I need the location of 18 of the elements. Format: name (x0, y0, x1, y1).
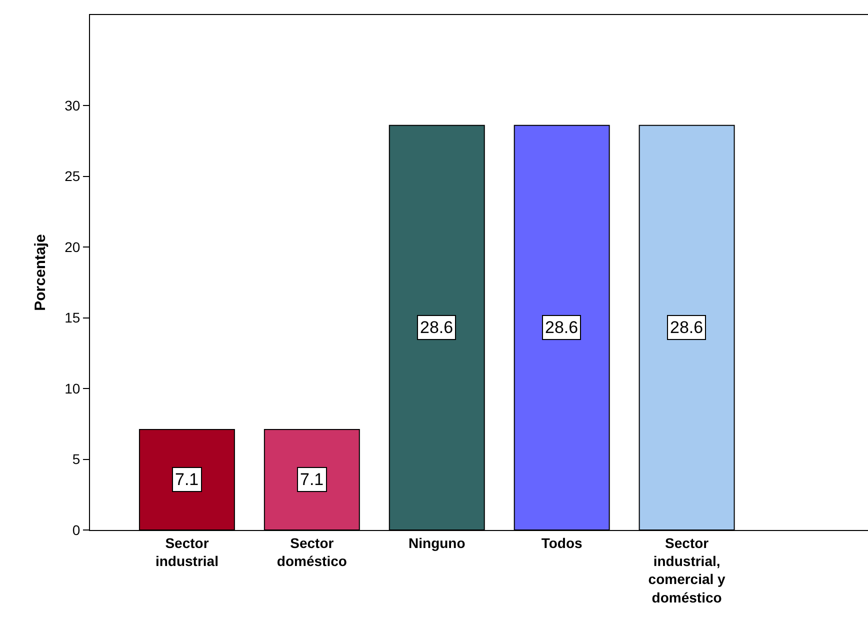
x-tick-label: Ninguno (408, 534, 466, 551)
data-label: 7.1 (175, 470, 199, 489)
x-tick-label: Sector industrial (155, 534, 218, 569)
y-tick-label: 0 (72, 522, 80, 538)
y-tick-label: 10 (64, 380, 80, 396)
x-tick-label: Sector industrial, comercial y doméstico (648, 534, 726, 606)
y-tick-label: 20 (64, 238, 80, 255)
y-tick-label: 25 (64, 168, 80, 184)
data-label: 28.6 (670, 318, 704, 337)
y-axis-title: Porcentaje (32, 234, 49, 311)
y-tick-label: 5 (72, 451, 80, 468)
data-label: 28.6 (420, 318, 454, 337)
x-tick-label: Sector doméstico (276, 534, 347, 569)
y-tick-label: 30 (64, 97, 80, 114)
data-label: 7.1 (300, 470, 324, 489)
y-tick-label: 15 (64, 310, 80, 326)
x-tick-label: Todos (541, 534, 583, 551)
data-label: 28.6 (545, 318, 578, 337)
